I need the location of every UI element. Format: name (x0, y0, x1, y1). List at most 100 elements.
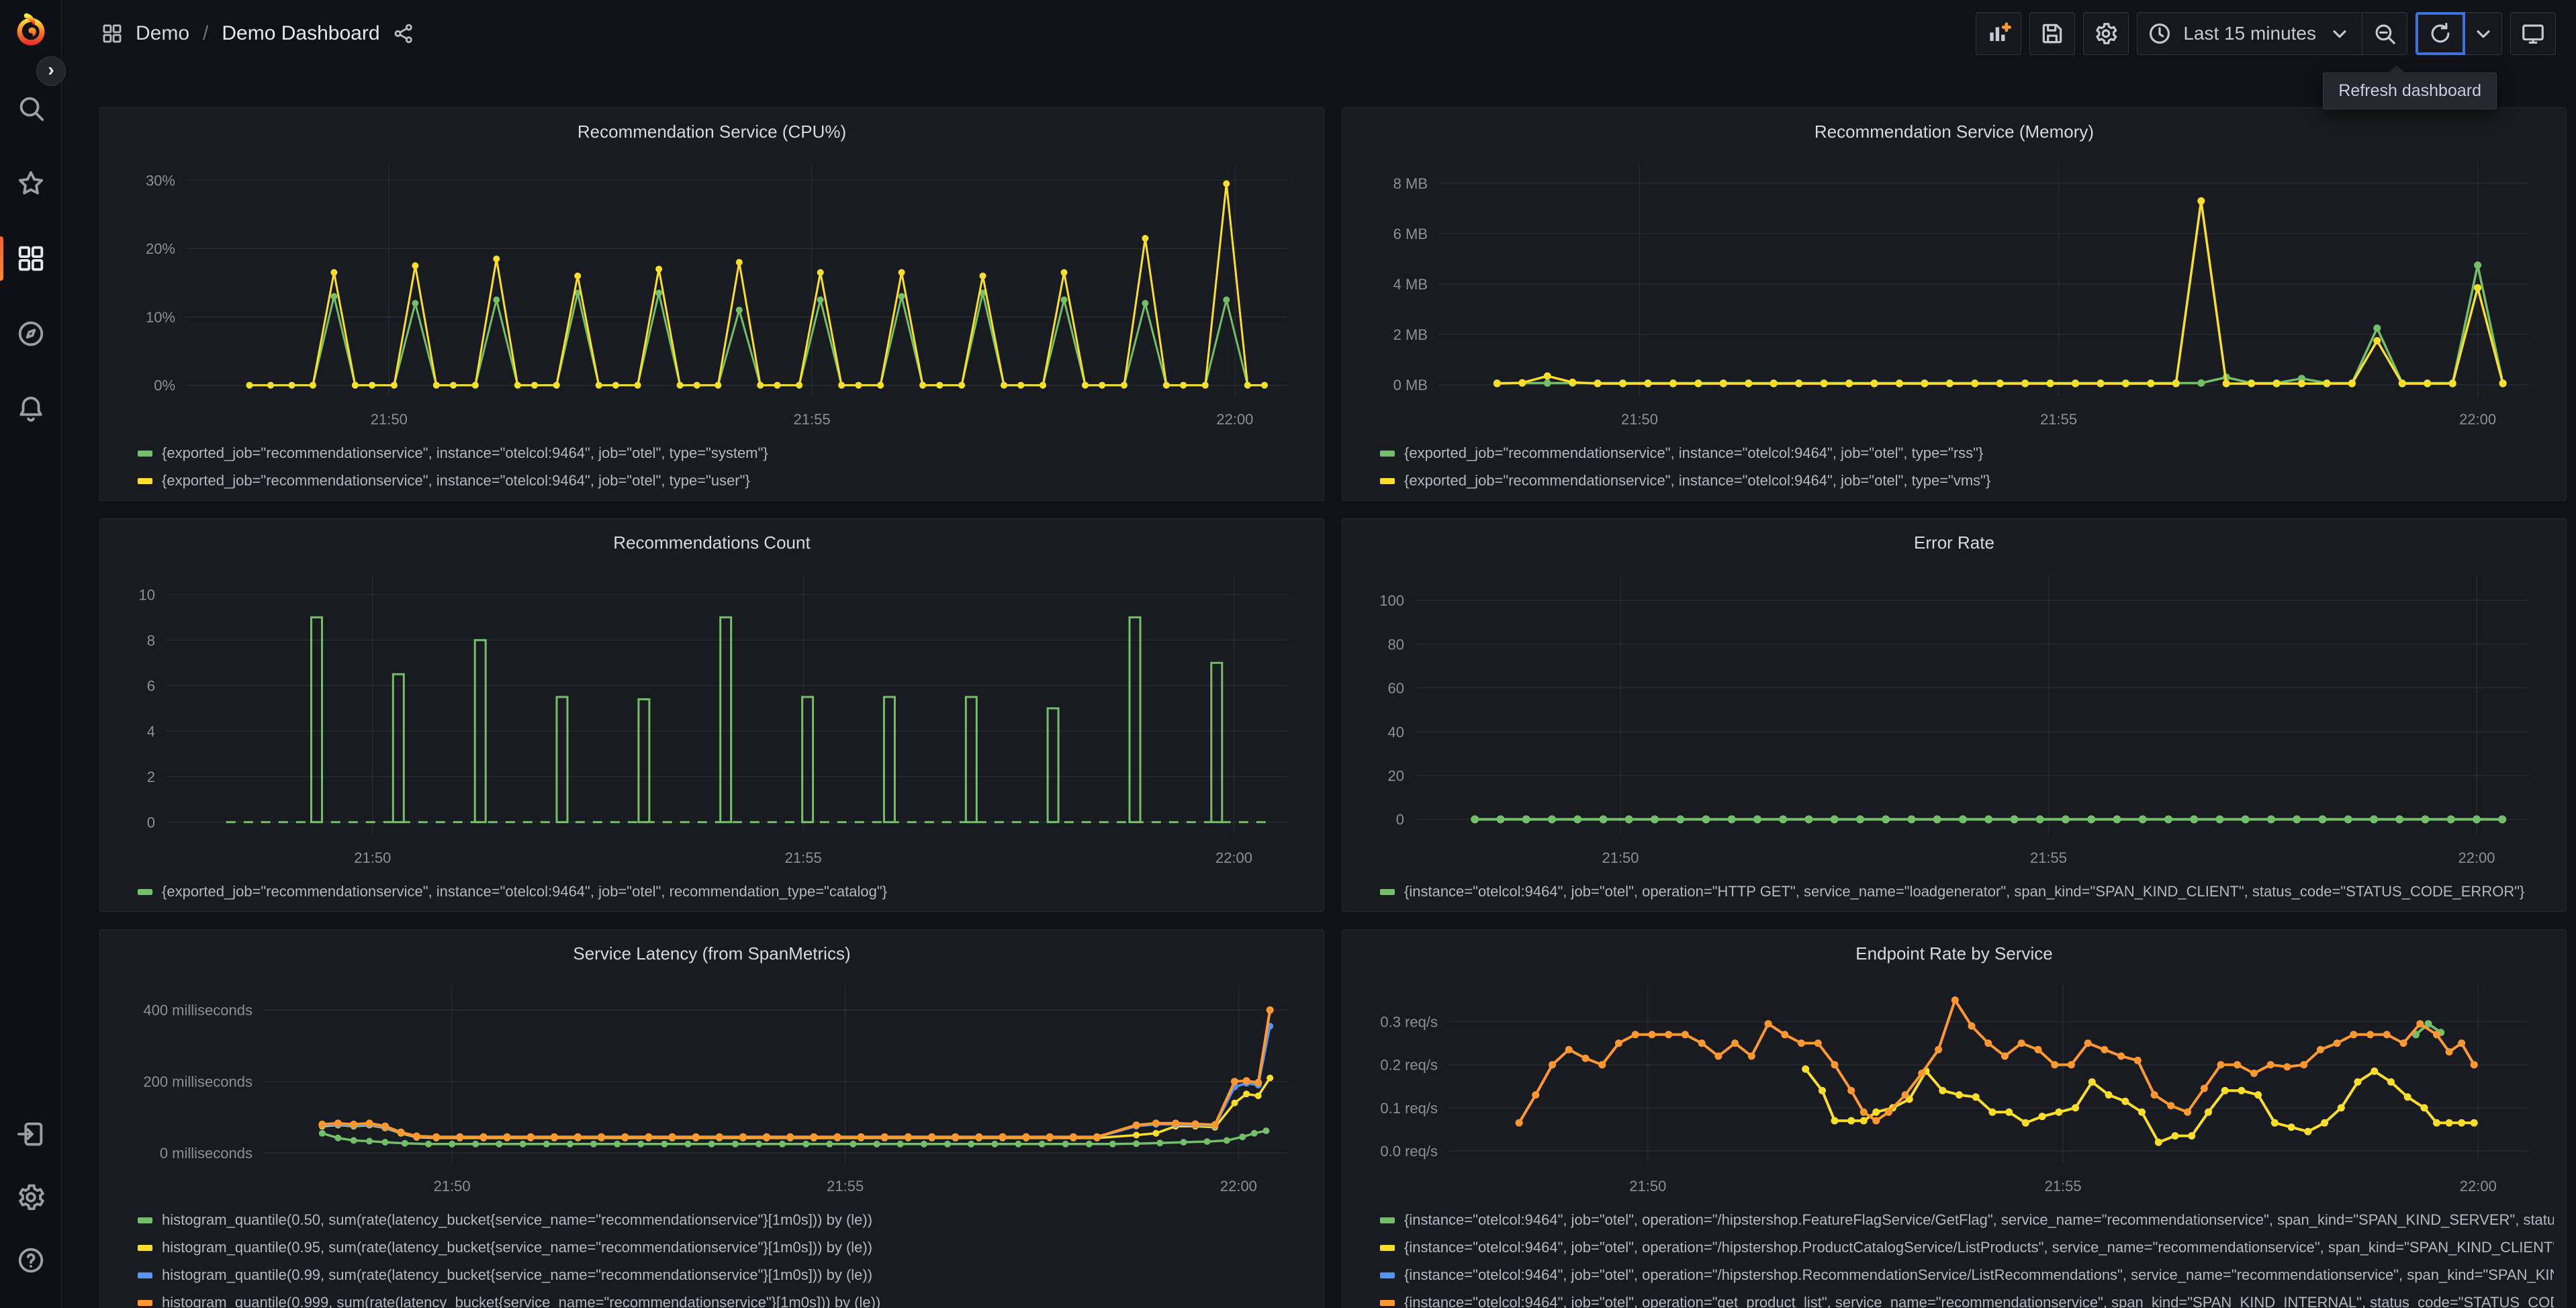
svg-text:0 MB: 0 MB (1393, 377, 1428, 393)
svg-text:21:50: 21:50 (1602, 849, 1639, 866)
chart-canvas[interactable]: 0 20 40 60 80 100 21:50 21:55 22:00 (1354, 559, 2554, 879)
cycle-view-mode-button[interactable] (2510, 12, 2556, 55)
svg-text:22:00: 22:00 (1215, 849, 1252, 866)
sidebar-item-search[interactable] (14, 91, 48, 125)
panel-title[interactable]: Recommendation Service (CPU%) (577, 121, 847, 142)
panel-service-latency: Service Latency (from SpanMetrics) 0 mil… (99, 929, 1324, 1308)
refresh-interval-dropdown[interactable] (2465, 12, 2502, 55)
time-range-picker[interactable]: Last 15 minutes (2137, 12, 2362, 55)
refresh-icon (2431, 22, 2450, 43)
svg-text:22:00: 22:00 (2458, 849, 2495, 866)
sidebar-item-settings[interactable] (14, 1180, 48, 1214)
dashboards-grid-icon (18, 246, 43, 271)
chart-canvas[interactable]: 0 milliseconds 200 milliseconds 400 millis… (112, 970, 1312, 1207)
panel-title[interactable]: Endpoint Rate by Service (1855, 943, 2053, 964)
legend-item[interactable]: {instance="otelcol:9464", job="otel", op… (1380, 1294, 2554, 1308)
legend-item[interactable]: histogram_quantile(0.99, sum(rate(latenc… (138, 1266, 1312, 1284)
svg-text:0.1 req/s: 0.1 req/s (1380, 1100, 1438, 1117)
svg-text:30%: 30% (146, 172, 175, 189)
svg-text:0: 0 (1396, 811, 1404, 828)
legend-swatch (138, 450, 152, 457)
grafana-logo[interactable] (12, 11, 50, 48)
time-range-label: Last 15 minutes (2183, 23, 2316, 44)
sidebar-item-starred[interactable] (14, 167, 48, 200)
svg-text:21:55: 21:55 (785, 849, 822, 866)
svg-text:21:50: 21:50 (434, 1178, 471, 1195)
legend-item[interactable]: {instance="otelcol:9464", job="otel", op… (1380, 1266, 2554, 1284)
legend-swatch (1380, 1217, 1395, 1223)
legend-item[interactable]: {exported_job="recommendationservice", i… (1380, 445, 2554, 462)
chart-canvas[interactable]: 0 2 4 6 8 10 21:50 21:55 22:00 (112, 559, 1312, 879)
legend-swatch (138, 1272, 152, 1278)
legend-swatch (138, 1299, 152, 1306)
legend-item[interactable]: {exported_job="recommendationservice", i… (138, 883, 1312, 900)
breadcrumb-section[interactable]: Demo (136, 22, 190, 44)
svg-text:0.2 req/s: 0.2 req/s (1380, 1057, 1438, 1074)
sidebar-nav (0, 91, 48, 426)
svg-text:0.3 req/s: 0.3 req/s (1380, 1014, 1438, 1031)
save-dashboard-button[interactable] (2029, 12, 2076, 55)
chevron-down-icon (2477, 30, 2490, 38)
panel-title[interactable]: Recommendations Count (613, 532, 811, 553)
sidebar-item-help[interactable] (14, 1244, 48, 1277)
legend-item[interactable]: histogram_quantile(0.50, sum(rate(latenc… (138, 1211, 1312, 1229)
svg-text:60: 60 (1388, 680, 1404, 697)
legend-swatch (1380, 1299, 1395, 1306)
panel-title[interactable]: Recommendation Service (Memory) (1814, 121, 2095, 142)
sidebar-item-alerting[interactable] (14, 392, 48, 426)
topbar: Demo / Demo Dashboard Last 15 minutes (62, 0, 2576, 109)
legend-item[interactable]: {instance="otelcol:9464", job="otel", op… (1380, 1211, 2554, 1229)
legend-item[interactable]: {instance="otelcol:9464", job="otel", op… (1380, 883, 2554, 900)
search-icon (19, 97, 44, 122)
share-icon[interactable] (392, 22, 415, 45)
panel-error-rate: Error Rate 0 20 40 60 80 100 21:50 21:55 22:00 {… (1342, 518, 2567, 912)
chevron-down-icon (2333, 30, 2346, 38)
svg-text:21:55: 21:55 (2045, 1178, 2082, 1195)
legend-item[interactable]: histogram_quantile(0.95, sum(rate(latenc… (138, 1239, 1312, 1256)
svg-text:6: 6 (147, 678, 155, 694)
sidebar-item-sign-in[interactable] (14, 1117, 48, 1151)
svg-text:20: 20 (1388, 767, 1404, 784)
legend-label: {exported_job="recommendationservice", i… (162, 445, 768, 461)
chart-canvas[interactable]: 0.0 req/s 0.1 req/s 0.2 req/s 0.3 req/s 21:5… (1354, 970, 2554, 1207)
refresh-tooltip: Refresh dashboard (2323, 65, 2497, 109)
legend-item[interactable]: {exported_job="recommendationservice", i… (1380, 472, 2554, 489)
panel-legend: {instance="otelcol:9464", job="otel", op… (1354, 879, 2554, 903)
panel-recommendations-count: Recommendations Count 0 2 4 6 8 10 21:50 21:55 2… (99, 518, 1324, 912)
legend-item[interactable]: histogram_quantile(0.999, sum(rate(laten… (138, 1294, 1312, 1308)
panel-title[interactable]: Service Latency (from SpanMetrics) (573, 943, 851, 964)
dashboard-settings-button[interactable] (2083, 12, 2129, 55)
panel-legend: {exported_job="recommendationservice", i… (1354, 440, 2554, 492)
svg-text:200 milliseconds: 200 milliseconds (143, 1074, 252, 1090)
dashboard-toolbar: Last 15 minutes (1976, 12, 2556, 55)
legend-label: {instance="otelcol:9464", job="otel", op… (1404, 1294, 2554, 1308)
svg-text:22:00: 22:00 (1220, 1178, 1257, 1195)
svg-text:21:55: 21:55 (2040, 411, 2077, 428)
breadcrumb: Demo / Demo Dashboard (101, 22, 415, 45)
panel-title[interactable]: Error Rate (1914, 532, 1994, 553)
svg-text:21:55: 21:55 (2030, 849, 2067, 866)
sidebar-bottom-nav (14, 1117, 48, 1277)
save-icon (2043, 24, 2062, 44)
sidebar-item-explore[interactable] (14, 317, 48, 351)
gear-icon (18, 1184, 44, 1211)
chart-canvas[interactable]: 0% 10% 20% 30% 21:50 21:55 22:00 (112, 148, 1312, 440)
legend-swatch (138, 1244, 152, 1251)
sidebar-expand-button[interactable]: › (36, 56, 66, 86)
legend-label: {instance="otelcol:9464", job="otel", op… (1404, 1239, 2554, 1256)
legend-label: {exported_job="recommendationservice", i… (1404, 472, 1991, 489)
legend-item[interactable]: {exported_job="recommendationservice", i… (138, 472, 1312, 489)
chart-canvas[interactable]: 0 MB 2 MB 4 MB 6 MB 8 MB 21:50 21:55 22:00 (1354, 148, 2554, 440)
zoom-out-time-button[interactable] (2362, 12, 2407, 55)
panel-legend: {instance="otelcol:9464", job="otel", op… (1354, 1207, 2554, 1308)
panel-legend: {exported_job="recommendationservice", i… (112, 879, 1312, 903)
compass-icon (18, 321, 43, 346)
refresh-button[interactable] (2416, 12, 2465, 55)
legend-label: {instance="otelcol:9464", job="otel", op… (1404, 883, 2525, 900)
legend-item[interactable]: {instance="otelcol:9464", job="otel", op… (1380, 1239, 2554, 1256)
legend-label: {exported_job="recommendationservice", i… (1404, 445, 1984, 461)
panel-legend: histogram_quantile(0.50, sum(rate(latenc… (112, 1207, 1312, 1308)
legend-item[interactable]: {exported_job="recommendationservice", i… (138, 445, 1312, 462)
sidebar-item-dashboards[interactable] (0, 236, 48, 281)
add-panel-button[interactable] (1976, 12, 2022, 55)
